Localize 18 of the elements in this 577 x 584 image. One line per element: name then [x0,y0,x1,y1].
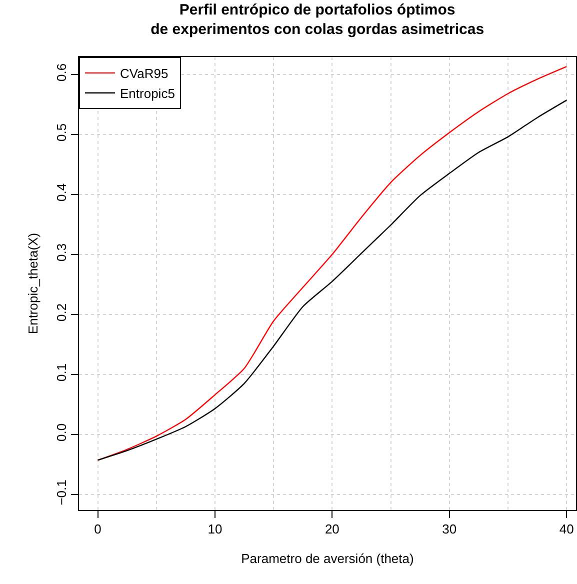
y-tick-label: 0.5 [54,123,69,142]
x-tick-label: 10 [208,522,222,537]
y-axis-title: Entropic_theta(X) [26,232,41,334]
x-tick-label: 40 [559,522,574,537]
y-tick-label: 0.4 [54,183,69,202]
x-axis-title: Parametro de aversión (theta) [241,551,414,566]
x-tick-label: 0 [94,522,102,537]
y-tick-label: 0.1 [54,363,69,382]
y-tick-label: 0.6 [54,63,69,82]
legend-label: CVaR95 [120,66,168,82]
chart-title: Perfil entrópico de portafolios óptimos de experimentos con colas gordas asimetricas [150,2,484,38]
legend-label: Entropic5 [120,86,175,101]
x-tick-label: 20 [324,522,340,537]
y-tick-label: 0.0 [54,423,69,442]
x-tick-label: 30 [442,522,457,537]
y-tick-label: 0.2 [54,303,69,322]
y-tick-label: 0.3 [54,243,69,262]
y-tick-label: −0.1 [54,480,69,506]
